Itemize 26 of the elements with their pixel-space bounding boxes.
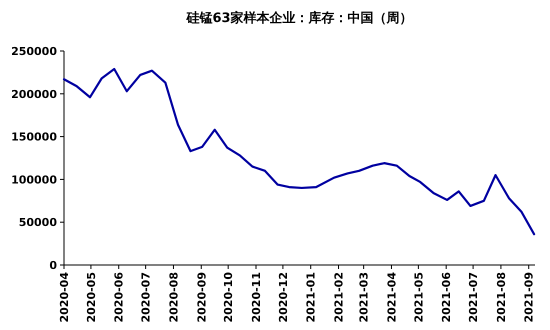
line-series: [62, 68, 536, 236]
x-tick-label: 2021-09: [522, 272, 536, 322]
x-tick-label: 2020-05: [84, 272, 98, 322]
x-tick-label: 2021-08: [494, 272, 508, 322]
x-tick-label: 2021-05: [412, 272, 426, 322]
x-tick-label: 2020-04: [58, 272, 71, 322]
x-tick-label: 2021-02: [332, 272, 346, 322]
x-tick-label: 2020-08: [167, 272, 180, 322]
y-tick-label: 250000: [11, 45, 58, 58]
x-tick-label: 2020-09: [195, 272, 208, 322]
x-tick-label: 2020-10: [222, 272, 236, 322]
y-tick-label: 50000: [18, 216, 58, 230]
x-tick-label: 2021-03: [358, 272, 371, 322]
x-tick-label: 2020-06: [112, 272, 126, 322]
chart-title: 硅锰63家样本企业：库存：中国（周）: [185, 10, 413, 26]
x-tick-label: 2020-07: [140, 272, 153, 322]
y-tick-label: 0: [49, 259, 58, 272]
y-tick-label: 100000: [11, 173, 58, 186]
x-tick-label: 2020-12: [276, 272, 290, 322]
y-tick-label: 200000: [11, 88, 58, 101]
x-tick-label: 2021-07: [467, 272, 480, 322]
y-tick-label: 150000: [11, 130, 58, 144]
x-tick-label: 2021-06: [440, 272, 454, 322]
x-tick-label: 2021-01: [304, 272, 318, 322]
x-tick-label: 2020-11: [250, 272, 263, 322]
x-tick-label: 2021-04: [385, 272, 398, 322]
